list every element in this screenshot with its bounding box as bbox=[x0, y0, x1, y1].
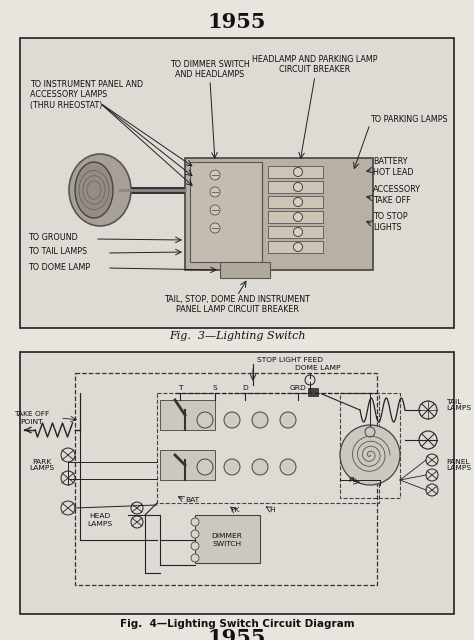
Circle shape bbox=[293, 227, 302, 237]
Text: PARK
LAMPS: PARK LAMPS bbox=[29, 458, 55, 472]
Circle shape bbox=[197, 459, 213, 475]
Ellipse shape bbox=[69, 154, 131, 226]
Text: PL: PL bbox=[348, 477, 356, 483]
Text: BATTERY
HOT LEAD: BATTERY HOT LEAD bbox=[373, 157, 413, 177]
Circle shape bbox=[293, 212, 302, 221]
Bar bbox=[268, 211, 323, 223]
Text: PK: PK bbox=[230, 507, 240, 513]
Circle shape bbox=[280, 412, 296, 428]
Text: H: H bbox=[269, 507, 275, 513]
Circle shape bbox=[210, 187, 220, 197]
Circle shape bbox=[224, 412, 240, 428]
Text: Fig.  4—Lighting Switch Circuit Diagram: Fig. 4—Lighting Switch Circuit Diagram bbox=[120, 619, 354, 629]
Circle shape bbox=[252, 412, 268, 428]
Bar bbox=[268, 241, 323, 253]
Text: 1955: 1955 bbox=[208, 12, 266, 32]
Circle shape bbox=[210, 223, 220, 233]
Circle shape bbox=[293, 198, 302, 207]
Text: TAIL, STOP, DOME AND INSTRUMENT
PANEL LAMP CIRCUIT BREAKER: TAIL, STOP, DOME AND INSTRUMENT PANEL LA… bbox=[164, 295, 310, 314]
Bar bbox=[268, 166, 323, 178]
Circle shape bbox=[191, 542, 199, 550]
Bar bbox=[308, 388, 318, 396]
Text: GRD: GRD bbox=[290, 385, 306, 391]
Text: ACCESSORY
TAKE OFF: ACCESSORY TAKE OFF bbox=[373, 186, 421, 205]
Bar bbox=[185, 158, 373, 270]
Circle shape bbox=[252, 459, 268, 475]
Circle shape bbox=[191, 554, 199, 562]
Text: TO STOP
LIGHTS: TO STOP LIGHTS bbox=[373, 212, 408, 232]
Circle shape bbox=[293, 168, 302, 177]
Text: TO PARKING LAMPS: TO PARKING LAMPS bbox=[370, 115, 447, 125]
Text: S: S bbox=[213, 385, 218, 391]
Text: Fig.  3—Lighting Switch: Fig. 3—Lighting Switch bbox=[169, 331, 305, 341]
Text: 1955: 1955 bbox=[208, 628, 266, 640]
Bar bbox=[157, 393, 379, 503]
Circle shape bbox=[191, 518, 199, 526]
Bar bbox=[340, 393, 400, 498]
Text: HEADLAMP AND PARKING LAMP
CIRCUIT BREAKER: HEADLAMP AND PARKING LAMP CIRCUIT BREAKE… bbox=[252, 55, 378, 74]
Bar bbox=[220, 262, 270, 278]
Bar bbox=[268, 181, 323, 193]
Bar bbox=[195, 515, 260, 563]
Bar bbox=[75, 373, 377, 585]
Text: TAKE OFF
POINT: TAKE OFF POINT bbox=[14, 412, 50, 424]
Text: TO DOME LAMP: TO DOME LAMP bbox=[28, 262, 90, 271]
Text: TO GROUND: TO GROUND bbox=[28, 232, 78, 241]
Text: TO TAIL LAMPS: TO TAIL LAMPS bbox=[28, 248, 87, 257]
Bar bbox=[268, 226, 323, 238]
Circle shape bbox=[224, 459, 240, 475]
Circle shape bbox=[293, 243, 302, 252]
Circle shape bbox=[280, 459, 296, 475]
Text: PANEL
LAMPS: PANEL LAMPS bbox=[446, 458, 471, 472]
Text: STOP LIGHT FEED: STOP LIGHT FEED bbox=[257, 357, 323, 363]
Text: T: T bbox=[178, 385, 182, 391]
Bar bbox=[160, 450, 215, 480]
Text: DOME LAMP: DOME LAMP bbox=[295, 365, 340, 371]
Bar bbox=[20, 352, 454, 614]
Bar bbox=[190, 162, 262, 262]
Circle shape bbox=[210, 170, 220, 180]
Ellipse shape bbox=[75, 162, 113, 218]
Bar bbox=[20, 38, 454, 328]
Text: D: D bbox=[242, 385, 248, 391]
Circle shape bbox=[191, 530, 199, 538]
Bar bbox=[160, 400, 215, 430]
Circle shape bbox=[293, 182, 302, 191]
Circle shape bbox=[197, 412, 213, 428]
Circle shape bbox=[340, 425, 400, 485]
Text: TAIL
LAMPS: TAIL LAMPS bbox=[446, 399, 471, 412]
Text: HEAD
LAMPS: HEAD LAMPS bbox=[87, 513, 112, 527]
Text: DIMMER
SWITCH: DIMMER SWITCH bbox=[211, 534, 243, 547]
Text: TO DIMMER SWITCH
AND HEADLAMPS: TO DIMMER SWITCH AND HEADLAMPS bbox=[170, 60, 250, 79]
Text: BAT: BAT bbox=[185, 497, 199, 503]
Bar bbox=[268, 196, 323, 208]
Text: TO INSTRUMENT PANEL AND
ACCESSORY LAMPS
(THRU RHEOSTAT): TO INSTRUMENT PANEL AND ACCESSORY LAMPS … bbox=[30, 80, 143, 110]
Circle shape bbox=[210, 205, 220, 215]
